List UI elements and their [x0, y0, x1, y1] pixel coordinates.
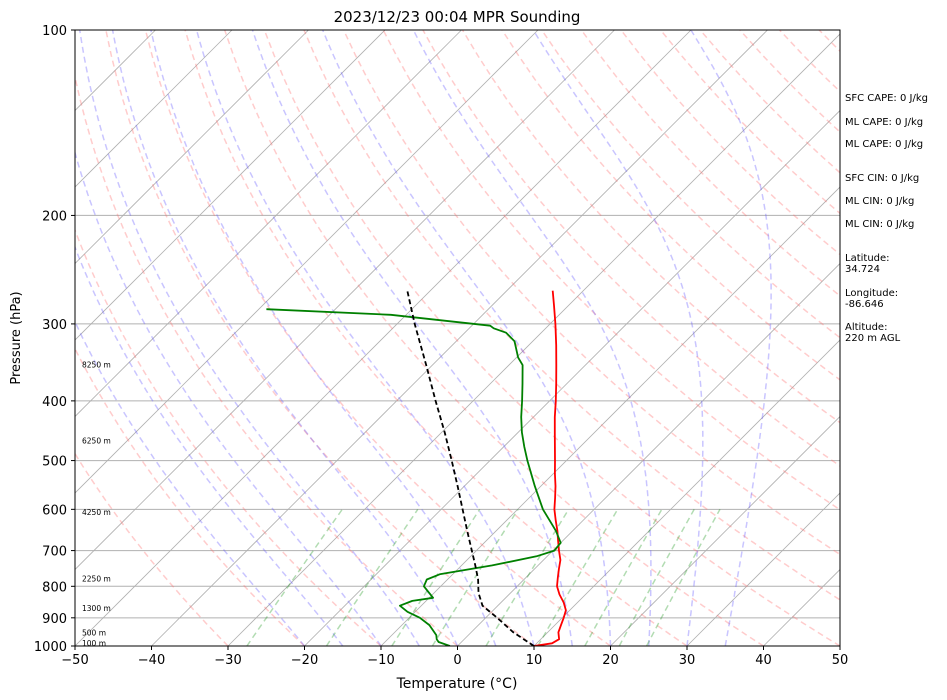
- x-tick-label: 10: [526, 653, 543, 668]
- sfc-cape-text: SFC CAPE: 0 J/kg: [845, 93, 928, 104]
- mixing-ratio-line: [485, 508, 570, 646]
- height-labels: 100 m 500 m 1300 m 2250 m 4250 m 6250 m 8250 m: [82, 360, 111, 647]
- height-label: 1300 m: [82, 604, 111, 613]
- ml-cin-text-2: ML CIN: 0 J/kg: [845, 219, 915, 230]
- isotherm-line: [75, 30, 386, 341]
- ml-cin-text: ML CIN: 0 J/kg: [845, 196, 915, 207]
- moist-adiabat: [532, 30, 704, 646]
- parcel-profile: [406, 290, 535, 646]
- background-lines: [75, 30, 840, 646]
- dry-adiabat: [223, 30, 764, 646]
- y-tick-label: 900: [42, 612, 67, 627]
- x-tick-label: −50: [61, 653, 88, 668]
- isotherm-line: [75, 30, 233, 188]
- x-tick-label: −30: [214, 653, 241, 668]
- moist-adiabat: [251, 30, 574, 646]
- isotherm-line: [686, 492, 840, 646]
- y-tick-label: 400: [42, 395, 67, 410]
- altitude-text: Altitude: 220 m AGL: [845, 322, 901, 344]
- dry-adiabat: [105, 30, 535, 646]
- dry-adiabat: [75, 347, 306, 646]
- height-label: 6250 m: [82, 437, 111, 446]
- x-tick-label: 40: [755, 653, 772, 668]
- isotherm-line: [75, 30, 692, 646]
- isotherm-line: [75, 30, 462, 418]
- mixing-ratio-line: [431, 508, 519, 646]
- y-tick-label: 300: [42, 318, 67, 333]
- isotherm-line: [380, 186, 840, 646]
- isotherm-line: [151, 30, 768, 646]
- moist-adiabat: [78, 30, 420, 646]
- x-tick-label: −20: [291, 653, 318, 668]
- dry-adiabat: [184, 30, 688, 646]
- dry-adiabat: [422, 30, 840, 467]
- y-tick-label: 1000: [34, 640, 67, 655]
- moist-adiabat: [150, 30, 497, 646]
- y-tick-label: 500: [42, 455, 67, 470]
- dry-adiabat: [75, 452, 229, 646]
- x-tick-label: −10: [367, 653, 394, 668]
- height-label: 2250 m: [82, 574, 111, 583]
- dry-adiabat: [75, 73, 458, 646]
- mixing-ratio-line: [618, 508, 695, 646]
- dry-adiabat: [382, 30, 840, 511]
- ml-cape-text: ML CAPE: 0 J/kg: [845, 117, 924, 128]
- mixing-ratio-line: [325, 508, 419, 646]
- temperature-profile: [533, 290, 567, 646]
- y-tick-label: 600: [42, 503, 67, 518]
- moist-adiabat: [322, 30, 612, 646]
- height-label: 8250 m: [82, 360, 111, 369]
- moist-adiabat: [75, 150, 382, 646]
- dry-adiabat: [75, 228, 382, 646]
- mixing-ratio-line: [246, 508, 343, 646]
- x-tick-label: 0: [453, 653, 461, 668]
- isotherm-line: [75, 30, 615, 571]
- mixing-ratio-line: [537, 508, 619, 646]
- moist-adiabat: [412, 30, 652, 646]
- mixing-ratio-line: [645, 508, 721, 646]
- moist-adiabat: [75, 245, 344, 646]
- dry-adiabat: [342, 30, 840, 556]
- x-tick-label: −40: [138, 653, 165, 668]
- dry-adiabat: [303, 30, 840, 601]
- y-tick-label: 200: [42, 209, 67, 224]
- sfc-cin-text: SFC CIN: 0 J/kg: [845, 173, 920, 184]
- y-tick-label: 800: [42, 580, 67, 595]
- isotherm-line: [533, 339, 840, 646]
- chart-title: 2023/12/23 00:04 MPR Sounding: [334, 8, 581, 26]
- sounding-profiles: [266, 290, 567, 646]
- dry-adiabat: [263, 30, 840, 646]
- isotherm-line: [610, 415, 840, 646]
- latitude-text: Latitude: 34.724: [845, 253, 890, 275]
- y-axis-label: Pressure (hPa): [9, 291, 24, 384]
- x-axis-label: Temperature (°C): [396, 676, 518, 692]
- longitude-text: Longitude: -86.646: [845, 288, 899, 310]
- height-label: 100 m: [82, 639, 106, 648]
- ml-cape-text-2: ML CAPE: 0 J/kg: [845, 139, 924, 150]
- height-label: 500 m: [82, 628, 106, 637]
- dewpoint-profile: [266, 308, 562, 646]
- x-tick-label: 50: [832, 653, 849, 668]
- y-tick-label: 700: [42, 545, 67, 560]
- isotherm-line: [304, 109, 840, 646]
- isotherm-line: [75, 30, 309, 265]
- moist-adiabat: [111, 30, 459, 646]
- height-label: 4250 m: [82, 508, 111, 517]
- dry-adiabat: [144, 30, 611, 646]
- dry-adiabat: [580, 30, 840, 297]
- mixing-ratio-line: [391, 508, 481, 646]
- mixing-ratio-line: [584, 508, 663, 646]
- moist-adiabat: [690, 30, 772, 646]
- isotherm-line: [75, 30, 539, 494]
- y-tick-label: 100: [42, 24, 67, 39]
- moist-adiabat: [195, 30, 535, 646]
- x-tick-label: 20: [602, 653, 619, 668]
- plot-frame: [74, 29, 841, 647]
- x-tick-label: 30: [679, 653, 696, 668]
- isotherm-line: [227, 33, 840, 646]
